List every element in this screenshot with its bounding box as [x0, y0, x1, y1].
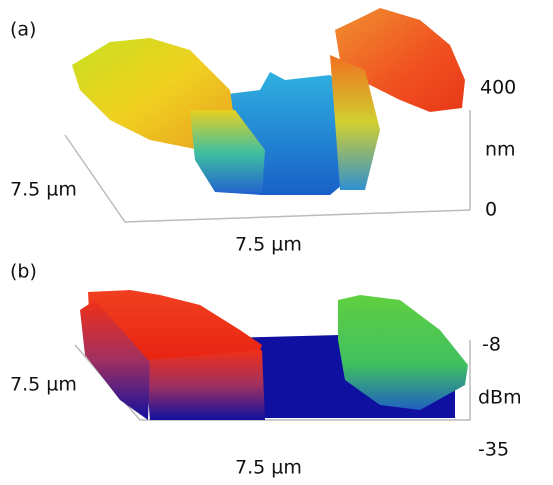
surface-left-wall — [145, 350, 265, 420]
z-unit: dBm — [478, 387, 522, 409]
z-min: 0 — [485, 199, 497, 221]
z-min: -35 — [478, 439, 509, 461]
surface-left-wall — [190, 110, 265, 195]
z-max: -8 — [482, 334, 501, 356]
x-axis-label: 7.5 µm — [235, 234, 302, 256]
surface-right-wall — [330, 55, 380, 190]
z-max: 400 — [480, 77, 516, 99]
axis-box — [64, 110, 471, 223]
x-axis-label: 7.5 µm — [235, 457, 302, 479]
panel-a: (a) 7.5 µm 7.5 µm 400 nm 0 — [10, 8, 516, 256]
surface-left-edge — [80, 300, 150, 420]
panel-label: (a) — [10, 19, 36, 41]
y-axis-label: 7.5 µm — [10, 179, 77, 201]
y-axis-label: 7.5 µm — [10, 374, 77, 396]
surface-right-plateau — [335, 8, 465, 112]
panel-label: (b) — [10, 261, 37, 283]
panel-b: (b) 7.5 µm 7.5 µm -8 dBm -35 — [10, 261, 522, 479]
z-unit: nm — [485, 139, 516, 161]
surface-right-plateau — [338, 295, 468, 410]
